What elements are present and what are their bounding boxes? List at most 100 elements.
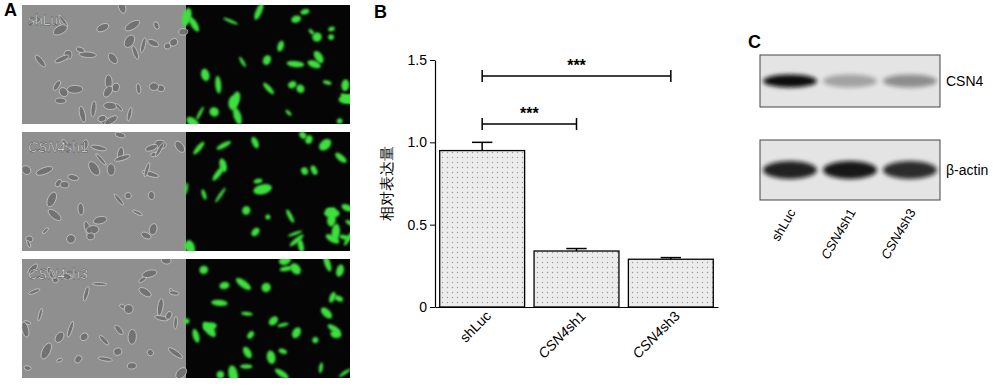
fluorescence-image: [186, 259, 350, 378]
blot-band: [763, 161, 817, 179]
error-bar-cap: [661, 257, 681, 259]
cell: [107, 164, 115, 176]
cell: [86, 160, 102, 178]
fluorescent-cell: [223, 17, 239, 26]
lane-label: shLuc: [768, 206, 799, 244]
cell: [41, 227, 49, 235]
image-label-italic: CSN4: [28, 139, 66, 155]
error-bar: [472, 142, 492, 150]
fluorescent-cell: [287, 80, 298, 90]
bracket-end: [670, 70, 672, 82]
phase-contrast-image: [22, 259, 186, 378]
band-label: β-actin: [946, 162, 988, 178]
fluorescent-cell: [338, 368, 350, 378]
cell: [67, 173, 79, 181]
blot-band: [883, 75, 937, 88]
cell: [90, 144, 107, 152]
bar: [628, 259, 713, 307]
y-tick: 1.0: [408, 134, 435, 150]
cell: [148, 191, 155, 199]
y-axis: 00.51.01.5: [408, 52, 436, 315]
fluorescent-cell: [319, 305, 334, 320]
fluorescent-cell: [215, 76, 222, 94]
fluorescent-cell: [300, 8, 310, 16]
fluorescent-cell: [308, 28, 316, 36]
fluorescent-cell: [300, 166, 310, 176]
cell: [60, 181, 69, 188]
y-tick: 0.5: [408, 217, 435, 233]
x-tick-label-plain: sh1: [561, 308, 588, 335]
fluorescent-cell: [200, 68, 211, 82]
cell: [78, 106, 87, 123]
significance-label: ***: [520, 105, 539, 122]
cell: [103, 114, 118, 124]
fluorescent-cell: [317, 137, 334, 153]
cell: [24, 365, 32, 371]
cell: [113, 347, 123, 356]
fluorescent-cell: [340, 202, 350, 213]
fluorescent-cell: [261, 54, 272, 66]
fluorescent-cell: [331, 223, 341, 241]
blot-strip: [760, 55, 940, 107]
fluorescent-cell: [200, 189, 207, 200]
phase-contrast-image: [22, 5, 186, 124]
error-bar: [661, 258, 681, 260]
cell: [55, 98, 66, 104]
fluorescent-cell: [216, 371, 224, 378]
cell: [124, 192, 132, 200]
cell: [34, 54, 47, 69]
image-label-plain: shLuc: [28, 12, 65, 28]
bracket-end: [481, 70, 483, 82]
cell: [147, 38, 160, 48]
cell: [132, 209, 143, 216]
blot-membrane: [760, 140, 940, 200]
fluorescent-cell: [252, 182, 273, 196]
blot-band: [823, 75, 877, 88]
lane-label-plain: sh3: [895, 206, 918, 232]
bracket-line: [482, 75, 671, 77]
micrograph-pair: [22, 259, 350, 378]
fluorescent-cell: [241, 311, 253, 316]
lane-label: CSN4sh3: [878, 206, 919, 262]
fluorescent-cell: [288, 261, 303, 276]
fluorescent-cell: [198, 264, 209, 275]
cell: [123, 18, 141, 33]
cell: [82, 286, 90, 302]
cell: [115, 103, 124, 112]
cell: [73, 354, 83, 364]
fluorescent-cell: [250, 136, 261, 150]
y-tick: 1.5: [408, 52, 435, 68]
fluorescent-cell: [298, 132, 308, 140]
fluorescent-cell: [266, 350, 277, 365]
fluorescent-cell: [267, 314, 280, 327]
cell: [96, 22, 111, 34]
panel-label: A: [4, 0, 17, 20]
x-tick: CSN4sh3: [629, 307, 683, 361]
blot-band: [883, 161, 937, 179]
fluorescent-cell: [218, 158, 228, 173]
fluorescent-cell: [253, 178, 263, 184]
cell: [148, 223, 158, 236]
cell: [179, 28, 188, 35]
cell: [169, 290, 179, 295]
fluorescent-cell: [334, 294, 344, 303]
cell: [131, 45, 140, 60]
fluorescent-cell: [277, 322, 289, 328]
cell: [53, 330, 66, 344]
x-axis: shLucCSN4sh1CSN4sh3: [436, 307, 719, 361]
cell: [143, 162, 151, 177]
fluorescent-cell: [200, 320, 218, 340]
y-tick-mark: [430, 142, 435, 143]
cell: [65, 233, 76, 244]
y-tick-label: 1.5: [408, 52, 428, 68]
cell: [54, 53, 70, 64]
cell: [78, 203, 85, 215]
cell: [57, 86, 69, 98]
fluorescent-cell: [285, 208, 296, 223]
fluorescence-image: [186, 5, 350, 124]
fluorescent-cell: [184, 114, 202, 124]
fluorescent-cell: [211, 299, 228, 307]
fluorescent-cell: [312, 49, 326, 65]
fluorescent-cell: [290, 14, 302, 24]
bar: [440, 151, 525, 307]
